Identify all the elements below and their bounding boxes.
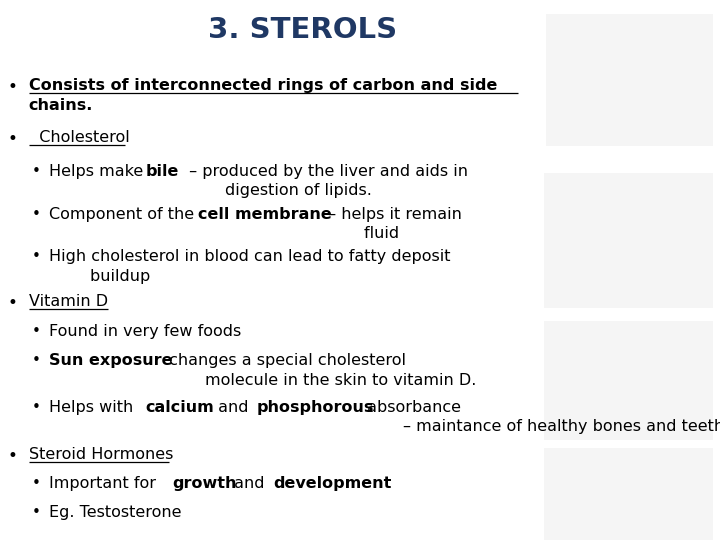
Text: – helps it remain
        fluid: – helps it remain fluid [323, 207, 462, 241]
Text: 3. STEROLS: 3. STEROLS [208, 16, 397, 44]
Text: •: • [7, 78, 17, 96]
FancyBboxPatch shape [546, 14, 713, 146]
Text: growth: growth [172, 476, 236, 491]
Text: and: and [230, 476, 270, 491]
Text: and: and [212, 400, 253, 415]
Text: Consists of interconnected rings of carbon and side
chains.: Consists of interconnected rings of carb… [29, 78, 498, 113]
Text: phosphorous: phosphorous [256, 400, 374, 415]
Text: •: • [32, 249, 40, 265]
Text: Sun exposure: Sun exposure [49, 353, 173, 368]
Text: development: development [274, 476, 392, 491]
Text: •: • [32, 476, 40, 491]
Text: •: • [7, 130, 17, 147]
Text: High cholesterol in blood can lead to fatty deposit
        buildup: High cholesterol in blood can lead to fa… [49, 249, 451, 284]
Text: •: • [32, 324, 40, 339]
FancyBboxPatch shape [544, 321, 713, 440]
Text: •: • [32, 164, 40, 179]
Text: Vitamin D: Vitamin D [29, 294, 108, 309]
Text: •: • [32, 207, 40, 222]
Text: cell membrane: cell membrane [198, 207, 332, 222]
FancyBboxPatch shape [544, 173, 713, 308]
Text: calcium: calcium [145, 400, 215, 415]
Text: •: • [32, 400, 40, 415]
Text: Helps make: Helps make [49, 164, 148, 179]
Text: Component of the: Component of the [49, 207, 199, 222]
Text: •: • [32, 353, 40, 368]
FancyBboxPatch shape [544, 448, 713, 540]
Text: •: • [32, 505, 40, 520]
Text: Eg. Testosterone: Eg. Testosterone [49, 505, 181, 520]
Text: Found in very few foods: Found in very few foods [49, 324, 241, 339]
Text: Helps with: Helps with [49, 400, 138, 415]
Text: changes a special cholesterol
        molecule in the skin to vitamin D.: changes a special cholesterol molecule i… [164, 353, 477, 388]
Text: Cholesterol: Cholesterol [29, 130, 130, 145]
Text: bile: bile [145, 164, 179, 179]
Text: – produced by the liver and aids in
        digestion of lipids.: – produced by the liver and aids in dige… [184, 164, 468, 198]
Text: Important for: Important for [49, 476, 161, 491]
Text: Steroid Hormones: Steroid Hormones [29, 447, 174, 462]
Text: absorbance
        – maintance of healthy bones and teeth.: absorbance – maintance of healthy bones … [362, 400, 720, 434]
Text: •: • [7, 294, 17, 312]
Text: •: • [7, 447, 17, 465]
